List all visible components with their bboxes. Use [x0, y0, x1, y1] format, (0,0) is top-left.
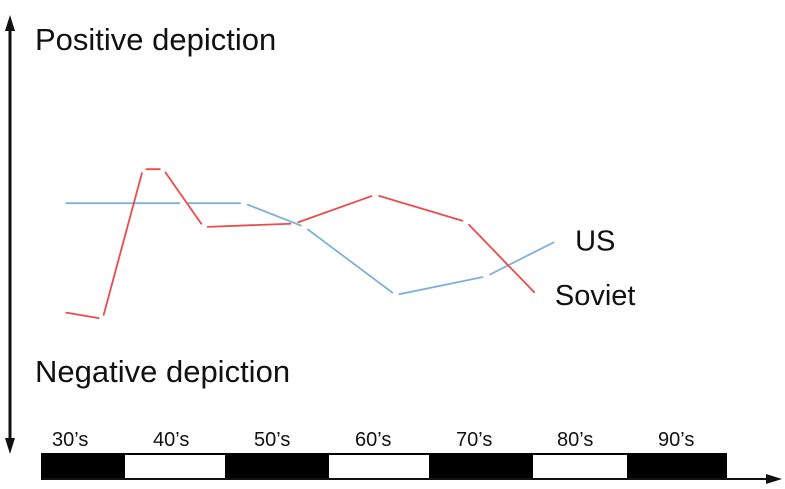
- timeline-segment: [531, 453, 629, 480]
- x-tick-label: 50’s: [254, 429, 290, 451]
- x-axis-arrow: [42, 474, 782, 484]
- series-segment: [164, 171, 203, 225]
- decade-labels: 30’s 40’s 50’s 60’s 70’s 80’s 90’s: [52, 429, 694, 451]
- timeline-segment: [123, 453, 227, 480]
- x-tick-label: 60’s: [355, 429, 391, 451]
- series-segment: [297, 195, 373, 224]
- timeline-bar: [41, 453, 727, 480]
- series-labels: US Soviet: [555, 226, 636, 312]
- series-segment: [306, 228, 394, 294]
- series-layer: [65, 168, 555, 320]
- series-soviet: [65, 168, 536, 320]
- y-axis-arrow: [5, 15, 15, 454]
- timeline-segment: [41, 453, 125, 480]
- series-segment: [206, 222, 292, 228]
- timeline-segment: [225, 453, 329, 480]
- series-label-soviet: Soviet: [555, 280, 636, 312]
- series-segment: [378, 194, 464, 222]
- x-tick-label: 40’s: [153, 429, 189, 451]
- series-label-us: US: [575, 226, 615, 258]
- timeline-segment: [327, 453, 431, 480]
- timeline-segment: [627, 453, 727, 480]
- series-segment: [246, 203, 302, 227]
- x-tick-label: 80’s: [557, 429, 593, 451]
- series-segment: [65, 311, 100, 320]
- series-us: [65, 202, 555, 296]
- timeline-segment: [429, 453, 533, 480]
- series-segment: [489, 241, 555, 276]
- series-segment: [102, 172, 143, 316]
- series-segment: [468, 223, 536, 294]
- x-tick-label: 30’s: [52, 429, 88, 451]
- label-positive: Positive depiction: [35, 22, 276, 57]
- x-tick-label: 70’s: [456, 429, 492, 451]
- x-tick-label: 90’s: [658, 429, 694, 451]
- series-segment: [398, 276, 484, 296]
- label-negative: Negative depiction: [35, 354, 290, 389]
